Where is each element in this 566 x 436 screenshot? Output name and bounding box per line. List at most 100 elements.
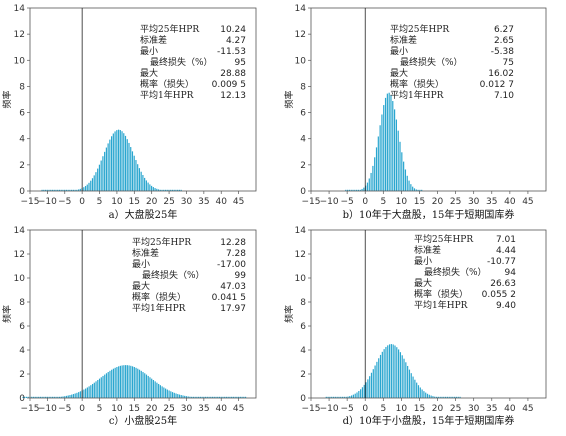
histogram-bar	[345, 189, 347, 191]
histogram-bar	[446, 396, 449, 398]
histogram-bar	[72, 189, 74, 191]
histogram-bar	[182, 395, 184, 398]
histogram-bar	[392, 344, 394, 398]
histogram-bar	[368, 178, 370, 191]
histogram-bar	[331, 396, 333, 398]
x-tick-label: 45	[522, 404, 533, 414]
histogram-bar	[388, 344, 391, 398]
histogram-bar	[55, 189, 57, 191]
histogram-bar	[388, 92, 390, 191]
histogram-bar	[340, 396, 342, 398]
histogram-bar	[194, 396, 196, 398]
y-tick-label: 10	[14, 56, 26, 66]
histogram-bar	[387, 345, 389, 398]
histogram-bar	[178, 394, 181, 398]
histogram-bar	[383, 105, 385, 191]
y-tick-label: 8	[19, 298, 25, 308]
x-tick-label: 15	[129, 404, 140, 414]
histogram-bar	[175, 189, 177, 191]
histogram-bar	[53, 396, 55, 398]
histogram-bar	[360, 389, 362, 398]
histogram-bar	[220, 396, 222, 398]
histogram-bar	[239, 396, 241, 398]
histogram-bar	[457, 396, 459, 398]
histogram-bar	[224, 396, 226, 398]
histogram-bar	[374, 157, 376, 191]
histogram-bar	[232, 396, 234, 398]
x-tick-label: 40	[504, 197, 516, 207]
histogram-bar	[379, 125, 381, 191]
histogram-bar	[354, 393, 356, 398]
histogram-bar	[32, 396, 35, 398]
histogram-bar	[90, 180, 92, 191]
histogram-bar	[357, 189, 360, 191]
panel-caption: b）10年于大盘股，15年于短期国库券	[343, 208, 515, 221]
y-tick-label: 2	[19, 370, 25, 380]
histogram-bar	[338, 396, 340, 398]
stat-label: 平均1年HPR	[390, 89, 444, 101]
histogram-bar	[151, 378, 153, 398]
histogram-bar	[31, 396, 33, 398]
histogram-bar	[213, 396, 215, 398]
histogram-bar	[412, 186, 414, 191]
y-tick-label: 6	[300, 322, 306, 332]
histogram-bar	[243, 396, 245, 398]
histogram-bar	[135, 367, 137, 398]
histogram-bar	[397, 130, 399, 191]
histogram-bar	[166, 189, 168, 191]
x-tick-label: 25	[163, 404, 174, 414]
histogram-bar	[166, 389, 168, 398]
y-axis-label: 频率	[283, 90, 295, 108]
histogram-bar	[123, 365, 125, 398]
histogram-bar	[454, 396, 456, 398]
y-tick-label: 8	[19, 82, 25, 92]
x-tick-label: 30	[181, 197, 193, 207]
histogram-bar	[91, 178, 94, 191]
x-tick-label: 25	[163, 197, 174, 207]
histogram-bar	[112, 133, 114, 191]
histogram-bar	[144, 177, 146, 191]
histogram-bar	[163, 189, 165, 191]
histogram-bar	[189, 396, 191, 398]
y-axis-label: 频率	[1, 90, 13, 108]
histogram-bar	[241, 396, 243, 398]
histogram-bar	[385, 346, 387, 398]
histogram-bar	[144, 373, 146, 398]
histogram-bar	[379, 354, 382, 398]
histogram-bar	[170, 189, 172, 191]
stat-value: -17.00	[217, 260, 246, 270]
x-tick-label: 5	[97, 197, 103, 207]
histogram-bar	[426, 393, 429, 398]
x-tick-label: −15	[302, 197, 321, 207]
stat-value: 7.10	[494, 91, 514, 101]
stat-label: 最小	[414, 256, 432, 267]
histogram-bar	[53, 189, 55, 191]
histogram-bar	[71, 394, 73, 398]
x-tick-label: 35	[486, 404, 497, 414]
histogram-bar	[109, 139, 111, 191]
histogram-bar	[180, 189, 182, 191]
stat-label: 最大	[414, 277, 432, 289]
histogram-bar	[386, 93, 388, 191]
histogram-bar	[83, 389, 85, 398]
histogram-bar	[60, 396, 62, 398]
stat-label: 平均1年HPR	[414, 299, 468, 311]
y-tick-label: 2	[300, 370, 306, 380]
histogram-bar	[76, 189, 78, 191]
histogram-bar	[145, 374, 148, 398]
stat-value: 6.27	[494, 25, 514, 35]
histogram-bar	[98, 164, 101, 191]
x-tick-label: 35	[198, 197, 209, 207]
histogram-bar	[351, 395, 353, 398]
plot-frame	[29, 7, 257, 192]
y-tick-label: 6	[19, 109, 25, 119]
histogram-bar	[69, 395, 71, 398]
histogram-bar	[434, 396, 436, 398]
histogram-bar	[363, 187, 365, 191]
histogram-bar	[173, 189, 175, 191]
plot-frame	[310, 7, 547, 192]
x-tick-label: −15	[21, 404, 40, 414]
histogram-bar	[352, 189, 354, 191]
histogram-bar	[124, 135, 127, 191]
histogram-bar	[196, 396, 198, 398]
